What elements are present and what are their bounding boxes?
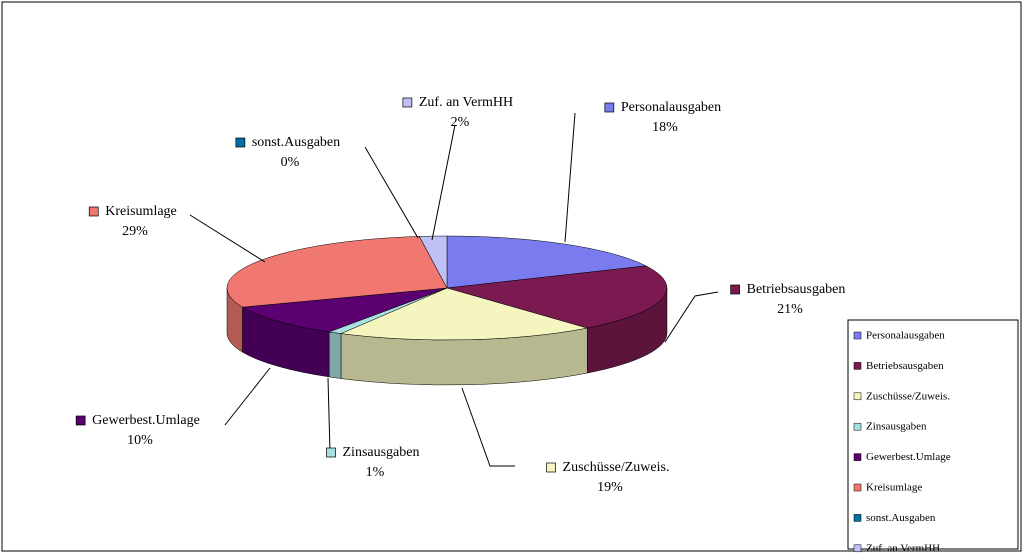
legend: Personalausgaben Betriebsausgaben Zuschüss… [853, 330, 951, 554]
legend-swatch [853, 362, 862, 370]
data-label-key [402, 97, 413, 108]
legend-swatch [853, 453, 862, 461]
leader-line [664, 291, 719, 343]
legend-label: Gewerbest.Umlage [866, 451, 951, 463]
slice [241, 287, 448, 333]
data-label-key [235, 137, 246, 148]
data-label-value: 21% [777, 302, 803, 317]
legend-swatch [853, 514, 862, 522]
legend-swatch [853, 422, 862, 431]
data-label-value: 1% [366, 465, 385, 480]
legend-label: Personalausgaben [866, 330, 945, 342]
data-label-category: Kreisumlage [105, 204, 177, 219]
data-label-category: Gewerbest.Umlage [92, 413, 200, 428]
legend-swatch [853, 331, 862, 340]
data-label-key [546, 462, 556, 473]
data-label-category: Zuf. an VermHH [419, 95, 513, 110]
data-label-category: sonst.Ausgaben [252, 135, 340, 150]
data-label-value: 18% [652, 120, 678, 135]
data-label-value: 2% [451, 115, 470, 130]
legend-label: Zuschüsse/Zuweis. [866, 390, 950, 402]
legend-label: Betriebsausgaben [866, 360, 944, 372]
data-label-category: Betriebsausgaben [747, 282, 846, 297]
leader-line [364, 146, 419, 239]
data-labels: Personalausgaben 18% Betriebsausgaben 21% Zu… [75, 95, 846, 495]
data-label-category: Zuschüsse/Zuweis. [563, 460, 670, 475]
legend-label: Zuf. an VermHH [866, 542, 940, 554]
slice-side [328, 331, 342, 379]
slice [340, 287, 588, 341]
data-label-key [88, 206, 99, 217]
leader-line [327, 377, 331, 453]
data-label-value: 29% [122, 224, 148, 239]
leader-line [564, 112, 576, 243]
slice [226, 236, 448, 308]
leader-line [189, 214, 266, 263]
legend-box [847, 319, 1019, 550]
data-label-key [326, 447, 336, 458]
legend-swatch [853, 392, 862, 401]
data-label-key [730, 284, 740, 295]
pie-tops [226, 235, 668, 341]
legend-label: Kreisumlage [866, 482, 922, 494]
legend-label: Zinsausgaben [866, 421, 927, 433]
leader-line [431, 124, 456, 241]
data-label-category: Zinsausgaben [343, 445, 420, 460]
data-label-value: 0% [281, 155, 300, 170]
leader-line [224, 367, 271, 426]
data-label-category: Personalausgaben [621, 100, 721, 115]
data-label-key [604, 102, 615, 113]
data-label-value: 19% [597, 480, 623, 495]
data-label-value: 10% [127, 433, 153, 448]
legend-swatch [853, 544, 862, 553]
slice [446, 265, 668, 329]
legend-label: sonst.Ausgaben [866, 512, 936, 524]
leader-line [461, 387, 515, 467]
data-label-key [75, 415, 86, 426]
legend-swatch [853, 483, 862, 492]
slice [446, 235, 647, 289]
